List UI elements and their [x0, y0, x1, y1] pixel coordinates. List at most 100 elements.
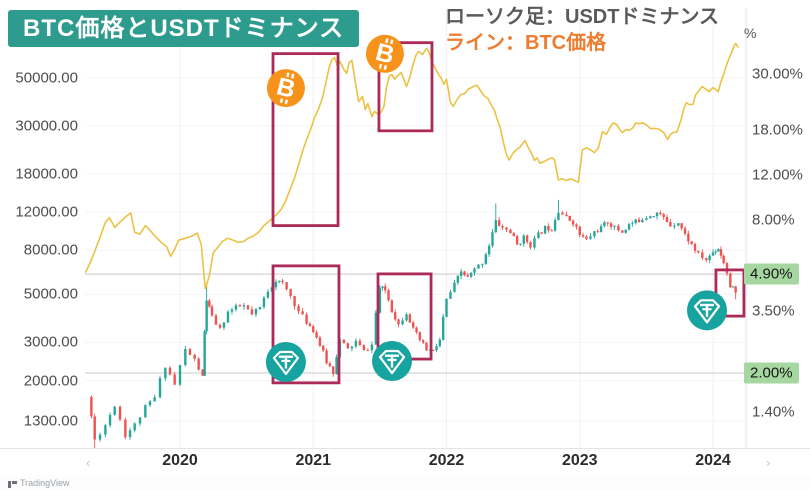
year-label-2022[interactable]: 2022: [428, 452, 465, 469]
candle-body: [374, 312, 378, 345]
candle-body: [254, 309, 258, 315]
candle-body: [557, 212, 560, 221]
candle-body: [250, 309, 254, 315]
candle-body: [401, 320, 404, 325]
candle-body: [477, 264, 480, 269]
candle-body: [354, 340, 358, 347]
candle-body: [297, 306, 300, 312]
candle-body: [525, 235, 529, 243]
page-title: BTC価格とUSDTドミナンス: [23, 15, 345, 42]
candle-body: [342, 339, 346, 344]
candle-body: [719, 249, 723, 256]
candle-body: [289, 289, 292, 297]
candle-body: [722, 255, 725, 264]
candle-body: [318, 337, 322, 346]
candle-body: [543, 225, 547, 234]
year-label-2021[interactable]: 2021: [295, 452, 332, 469]
level-price-label[interactable]: 4.90%: [744, 263, 799, 285]
candle-body: [178, 365, 182, 385]
bitcoin-icon[interactable]: B: [365, 34, 404, 73]
candle-body: [717, 249, 720, 252]
candle-body: [621, 230, 624, 233]
candle-body: [384, 286, 387, 291]
right-axis-label: 1.40%: [752, 403, 795, 421]
candle-body: [262, 297, 266, 308]
candle-body: [627, 224, 631, 230]
candle-body: [208, 300, 211, 307]
candle-body: [308, 323, 312, 327]
candle-body: [90, 396, 93, 417]
candle-body: [649, 216, 652, 219]
candle-body: [553, 220, 557, 231]
candle-body: [128, 430, 132, 438]
candle-body: [655, 212, 659, 217]
tether-icon[interactable]: [372, 341, 413, 382]
candle-body: [168, 367, 172, 375]
candle-body: [418, 332, 422, 341]
time-axis[interactable]: [0, 448, 810, 478]
chart-legend: ローソク足：USDTドミナンス ライン：BTC価格: [445, 5, 719, 55]
right-axis-label: 12.00%: [752, 166, 803, 184]
left-axis-label: 1300.00: [23, 412, 78, 430]
candle-body: [258, 307, 262, 310]
candle-body: [238, 305, 242, 307]
level-price-label[interactable]: 2.00%: [744, 362, 799, 384]
highlight-box[interactable]: [271, 264, 341, 385]
candle-body: [473, 268, 476, 273]
candle-body: [599, 226, 603, 232]
candle-body: [624, 229, 627, 233]
bitcoin-icon[interactable]: B: [266, 69, 305, 108]
candle-body: [281, 280, 284, 283]
candle-body: [456, 276, 460, 283]
candle-body: [438, 339, 442, 347]
year-label-2020[interactable]: 2020: [162, 452, 198, 469]
highlight-box[interactable]: [377, 41, 434, 133]
tradingview-watermark[interactable]: TradingView: [8, 478, 70, 488]
candle-body: [731, 286, 735, 288]
candle-body: [459, 271, 463, 277]
year-label-2023[interactable]: 2023: [561, 452, 598, 469]
candle-body: [104, 425, 107, 435]
candle-body: [515, 236, 519, 245]
candle-body: [501, 225, 504, 228]
candle-body: [575, 224, 578, 227]
timeline-left-arrow-icon[interactable]: ‹: [86, 455, 91, 470]
candle-body: [148, 401, 152, 406]
candle-body: [218, 324, 222, 328]
chart-title-banner: BTC価格とUSDTドミナンス: [8, 10, 360, 47]
btc-price-line: [84, 42, 739, 290]
candle-body: [408, 314, 412, 323]
candle-body: [683, 228, 687, 234]
candle-body: [585, 236, 588, 239]
year-label-2024[interactable]: 2024: [695, 452, 731, 469]
candle-body: [613, 225, 616, 227]
candle-body: [631, 223, 634, 225]
candle-body: [690, 241, 693, 244]
candle-body: [164, 367, 167, 379]
candle-body: [153, 397, 156, 402]
right-axis-label: 8.00%: [752, 211, 795, 229]
candle-body: [93, 416, 96, 440]
tether-icon[interactable]: [265, 342, 306, 383]
candle-body: [617, 225, 620, 231]
candle-body: [118, 406, 122, 420]
plot-area[interactable]: [84, 8, 746, 455]
candle-body: [659, 212, 662, 215]
highlight-box[interactable]: [271, 52, 340, 228]
candle-body: [266, 291, 270, 298]
candle-body: [350, 346, 354, 349]
candle-body: [144, 405, 147, 418]
candle-body: [466, 275, 470, 277]
candle-body: [697, 250, 700, 253]
candle-body: [390, 300, 394, 313]
timeline-right-arrow-icon[interactable]: ›: [766, 455, 771, 470]
left-axis-label: 50000.00: [15, 69, 78, 87]
candle-body: [589, 236, 592, 239]
candle-body: [449, 292, 452, 299]
candle-body: [173, 374, 176, 385]
candle-body: [210, 306, 214, 316]
candle-body: [226, 311, 230, 323]
tether-icon[interactable]: [687, 290, 728, 331]
candle-body: [533, 238, 536, 248]
